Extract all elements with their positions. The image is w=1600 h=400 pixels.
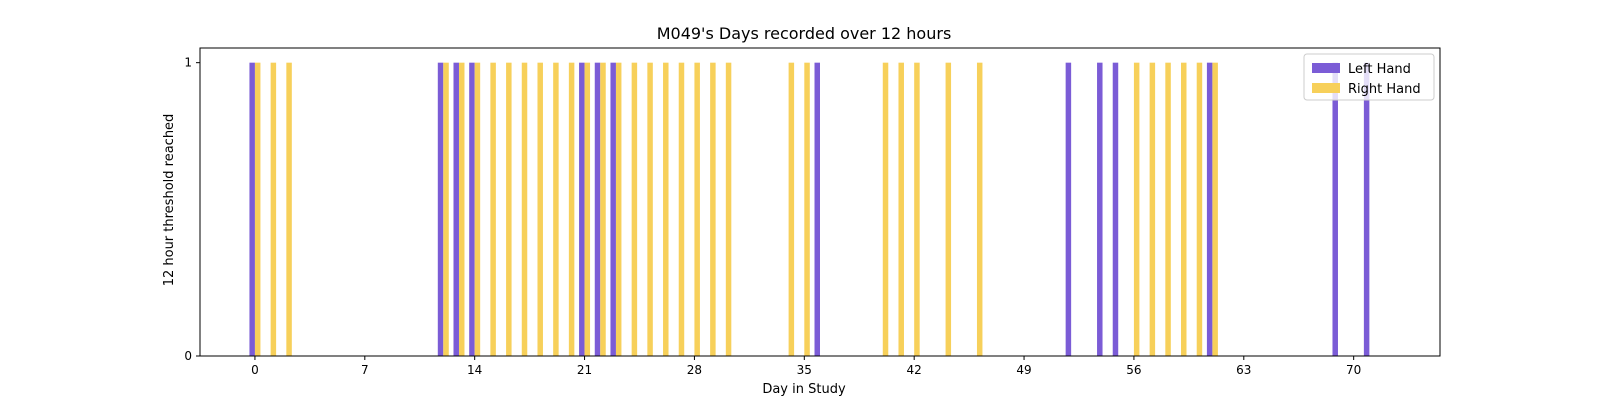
bar-left-hand-day-12 — [437, 62, 444, 357]
bar-right-hand-day-2 — [286, 62, 292, 357]
bar-right-hand-day-56 — [1133, 62, 1140, 357]
bar-left-hand-day-69 — [1332, 62, 1338, 357]
bar-right-hand-day-35 — [804, 62, 810, 357]
bar-right-hand-day-61 — [1212, 62, 1218, 357]
bar-left-hand-day-22 — [594, 62, 601, 357]
bar-right-hand-day-40 — [882, 62, 889, 357]
bar-right-hand-day-44 — [945, 62, 952, 357]
bar-right-hand-day-22 — [600, 62, 606, 357]
bar-left-hand-day-23 — [610, 62, 616, 357]
bar-right-hand-day-27 — [678, 62, 685, 357]
x-tick-label-14: 14 — [467, 363, 482, 377]
bar-right-hand-day-26 — [663, 62, 669, 357]
x-tick-label-35: 35 — [797, 363, 812, 377]
bar-right-hand-day-17 — [521, 62, 528, 357]
x-tick-label-0: 0 — [251, 363, 259, 377]
y-axis-label: 12 hour threshold reached — [162, 114, 177, 287]
bar-left-hand-day-52 — [1065, 62, 1072, 357]
legend: Left Hand Right Hand — [1303, 53, 1435, 101]
x-tick-label-56: 56 — [1126, 363, 1141, 377]
bar-left-hand-day-71 — [1363, 62, 1370, 357]
bar-right-hand-day-20 — [568, 62, 575, 357]
bar-left-hand-day-13 — [453, 62, 459, 357]
x-tick-label-63: 63 — [1236, 363, 1251, 377]
bar-right-hand-day-29 — [710, 62, 716, 357]
x-axis-label: Day in Study — [762, 382, 846, 397]
bar-right-hand-day-24 — [631, 62, 638, 357]
bar-left-hand-day-21 — [579, 62, 585, 357]
bar-right-hand-day-21 — [584, 62, 591, 357]
bar-right-hand-day-41 — [898, 62, 904, 357]
bars-group — [249, 62, 1370, 357]
bar-right-hand-day-30 — [725, 62, 732, 357]
bar-right-hand-day-59 — [1181, 62, 1187, 357]
bar-right-hand-day-58 — [1165, 62, 1171, 357]
ticks-group: 0 7 14 21 28 35 42 49 56 63 70 0 1 — [184, 56, 1361, 377]
x-tick-label-7: 7 — [361, 363, 369, 377]
bar-right-hand-day-57 — [1149, 62, 1156, 357]
y-tick-label-0: 0 — [184, 349, 192, 363]
x-tick-label-49: 49 — [1016, 363, 1031, 377]
bar-right-hand-day-13 — [458, 62, 465, 357]
bar-left-hand-day-0 — [249, 62, 255, 357]
x-tick-label-42: 42 — [907, 363, 922, 377]
legend-swatch-1 — [1312, 83, 1340, 93]
bar-left-hand-day-36 — [814, 62, 820, 357]
bar-right-hand-day-14 — [474, 62, 481, 357]
x-tick-label-28: 28 — [687, 363, 702, 377]
bar-left-hand-day-61 — [1206, 62, 1213, 357]
legend-label-1: Right Hand — [1348, 82, 1421, 97]
bar-right-hand-day-46 — [976, 62, 983, 357]
bar-right-hand-day-34 — [788, 62, 795, 357]
x-tick-label-21: 21 — [577, 363, 592, 377]
x-tick-label-70: 70 — [1346, 363, 1361, 377]
bar-right-hand-day-23 — [615, 62, 622, 357]
bar-right-hand-day-28 — [694, 62, 700, 357]
bar-left-hand-day-55 — [1112, 62, 1119, 357]
y-tick-label-1: 1 — [184, 56, 192, 70]
legend-swatch-0 — [1312, 63, 1340, 73]
bar-left-hand-day-54 — [1097, 62, 1103, 357]
bar-left-hand-day-14 — [469, 62, 475, 357]
bar-right-hand-day-0 — [254, 62, 261, 357]
bar-right-hand-day-42 — [914, 62, 920, 357]
bar-right-hand-day-60 — [1196, 62, 1203, 357]
bar-right-hand-day-16 — [506, 62, 512, 357]
bar-right-hand-day-12 — [443, 62, 449, 357]
plot-frame — [199, 47, 1441, 357]
bar-right-hand-day-25 — [647, 62, 653, 357]
chart-title: M049's Days recorded over 12 hours — [657, 24, 952, 43]
legend-label-0: Left Hand — [1348, 62, 1411, 77]
bar-right-hand-day-19 — [553, 62, 559, 357]
bar-right-hand-day-15 — [490, 62, 496, 357]
bar-right-hand-day-18 — [537, 62, 543, 357]
bar-right-hand-day-1 — [270, 62, 277, 357]
